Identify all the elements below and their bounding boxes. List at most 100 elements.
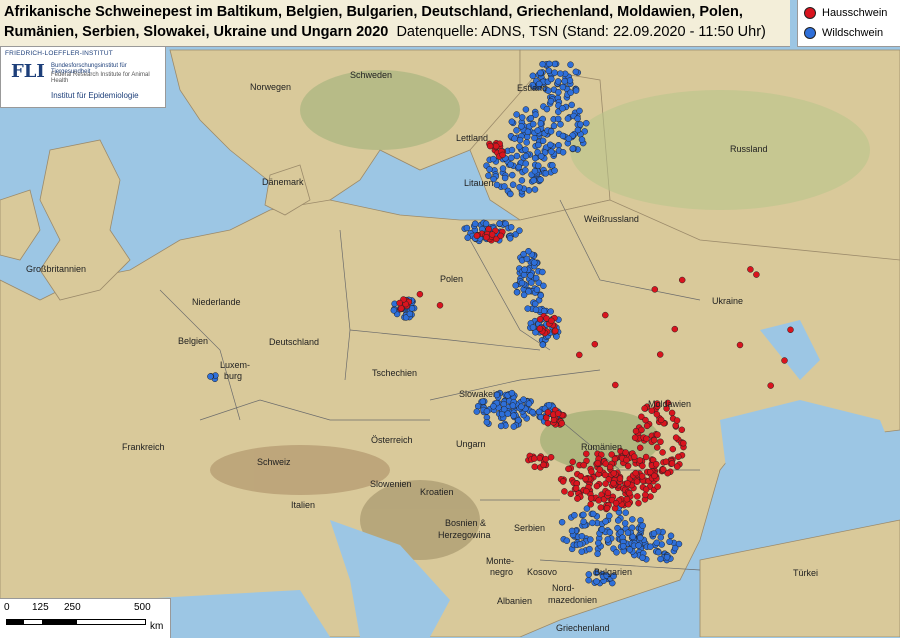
wild-boar-dot-icon: [804, 27, 816, 39]
domestic-pig-outbreak-point: [631, 453, 638, 460]
wild-boar-outbreak-point: [527, 272, 534, 279]
domestic-pig-outbreak-point: [669, 445, 677, 453]
wild-boar-outbreak-point: [535, 408, 543, 416]
wild-boar-outbreak-point: [522, 152, 530, 160]
wild-boar-outbreak-point: [543, 105, 551, 113]
wild-boar-outbreak-point: [639, 554, 646, 562]
wild-boar-outbreak-point: [671, 544, 679, 552]
wild-boar-outbreak-point: [499, 165, 507, 172]
domestic-pig-outbreak-point: [672, 434, 680, 441]
wild-boar-outbreak-point: [509, 402, 517, 409]
domestic-pig-outbreak-point: [747, 266, 754, 273]
wild-boar-outbreak-point: [602, 518, 609, 525]
wild-boar-outbreak-point: [593, 578, 600, 585]
wild-boar-outbreak-point: [508, 154, 515, 162]
wild-boar-outbreak-point: [207, 373, 214, 380]
domestic-pig-outbreak-point: [636, 444, 644, 452]
domestic-pig-outbreak-point: [576, 351, 583, 359]
domestic-pig-outbreak-point: [654, 483, 661, 490]
wild-boar-outbreak-point: [576, 541, 584, 548]
domestic-pig-outbreak-point: [554, 410, 562, 417]
wild-boar-outbreak-point: [572, 68, 580, 76]
domestic-pig-outbreak-point: [604, 489, 612, 497]
domestic-pig-outbreak-point: [767, 382, 774, 389]
wild-boar-outbreak-point: [508, 118, 516, 125]
wild-boar-outbreak-point: [523, 139, 530, 146]
wild-boar-outbreak-point: [547, 308, 554, 315]
wild-boar-outbreak-point: [528, 279, 535, 286]
wild-boar-outbreak-point: [585, 571, 593, 578]
domestic-pig-outbreak-point: [473, 232, 481, 239]
wild-boar-outbreak-point: [563, 537, 571, 544]
domestic-pig-outbreak-point: [486, 142, 494, 150]
domestic-pig-outbreak-point: [635, 499, 642, 507]
domestic-pig-outbreak-point: [601, 471, 609, 479]
wild-boar-outbreak-point: [479, 398, 487, 405]
domestic-pig-outbreak-point: [673, 417, 681, 424]
wild-boar-outbreak-point: [549, 162, 556, 169]
domestic-pig-outbreak-point: [653, 400, 661, 407]
wild-boar-outbreak-point: [574, 115, 581, 122]
domestic-pig-outbreak-point: [646, 468, 654, 476]
wild-boar-outbreak-point: [587, 536, 594, 543]
wild-boar-outbreak-point: [655, 548, 662, 556]
domestic-pig-outbreak-point: [636, 457, 644, 464]
label-albanien: Albanien: [497, 596, 532, 606]
wild-boar-outbreak-point: [569, 145, 577, 152]
wild-boar-outbreak-point: [639, 522, 646, 529]
domestic-pig-outbreak-point: [583, 487, 590, 495]
wild-boar-outbreak-point: [567, 61, 574, 68]
wild-boar-outbreak-point: [531, 167, 539, 175]
label-estland: Estland: [517, 83, 547, 93]
wild-boar-outbreak-point: [593, 569, 600, 577]
scale-unit: km: [150, 621, 164, 632]
wild-boar-outbreak-point: [548, 75, 555, 83]
domestic-pig-outbreak-point: [544, 409, 552, 416]
wild-boar-outbreak-point: [566, 77, 574, 84]
domestic-pig-outbreak-point: [642, 486, 650, 493]
wild-boar-outbreak-point: [518, 403, 525, 410]
domestic-pig-outbreak-point: [396, 299, 403, 307]
domestic-pig-outbreak-point: [641, 405, 648, 412]
domestic-pig-outbreak-point: [642, 491, 649, 499]
domestic-pig-outbreak-point: [536, 325, 544, 332]
wild-boar-outbreak-point: [603, 572, 611, 579]
wild-boar-outbreak-point: [516, 136, 524, 144]
wild-boar-outbreak-point: [501, 183, 508, 190]
domestic-pig-outbreak-point: [680, 439, 687, 447]
data-source: Datenquelle: ADNS, TSN (Stand: 22.09.202…: [396, 24, 766, 40]
domestic-pig-outbreak-point: [587, 501, 594, 508]
domestic-pig-outbreak-point: [616, 475, 624, 482]
wild-boar-outbreak-point: [506, 235, 514, 242]
domestic-pig-outbreak-point: [632, 469, 639, 477]
domestic-pig-outbreak-point: [639, 462, 646, 470]
label-slowenien: Slowenien: [370, 479, 412, 489]
domestic-pig-outbreak-point: [542, 455, 549, 463]
label-norwegen: Norwegen: [250, 82, 291, 92]
label-tschechien: Tschechien: [372, 368, 417, 378]
wild-boar-outbreak-point: [511, 135, 518, 142]
wild-boar-outbreak-point: [521, 266, 528, 273]
title-line-2: Rumänien, Serbien, Slowakei, Ukraine und…: [4, 24, 766, 40]
label-ungarn: Ungarn: [456, 439, 486, 449]
domestic-pig-outbreak-point: [596, 466, 604, 473]
wild-boar-outbreak-point: [529, 324, 537, 331]
wild-boar-outbreak-point: [524, 128, 532, 136]
wild-boar-outbreak-point: [557, 121, 564, 128]
wild-boar-outbreak-point: [551, 69, 558, 76]
wild-boar-outbreak-point: [493, 181, 501, 189]
wild-boar-outbreak-point: [621, 520, 629, 527]
wild-boar-outbreak-point: [515, 163, 523, 171]
wild-boar-outbreak-point: [554, 115, 562, 123]
wild-boar-outbreak-point: [545, 401, 553, 409]
label-luxemburg-1: Luxem-: [220, 360, 250, 370]
domestic-pig-outbreak-point: [582, 475, 589, 483]
wild-boar-outbreak-point: [568, 101, 575, 109]
wild-boar-outbreak-point: [522, 146, 529, 153]
domestic-pig-outbreak-point: [671, 325, 679, 333]
wild-boar-outbreak-point: [531, 186, 539, 193]
label-griechenland: Griechenland: [556, 623, 610, 633]
domestic-pig-outbreak-point: [597, 504, 605, 511]
wild-boar-outbreak-point: [513, 152, 521, 160]
wild-boar-outbreak-point: [497, 422, 505, 430]
